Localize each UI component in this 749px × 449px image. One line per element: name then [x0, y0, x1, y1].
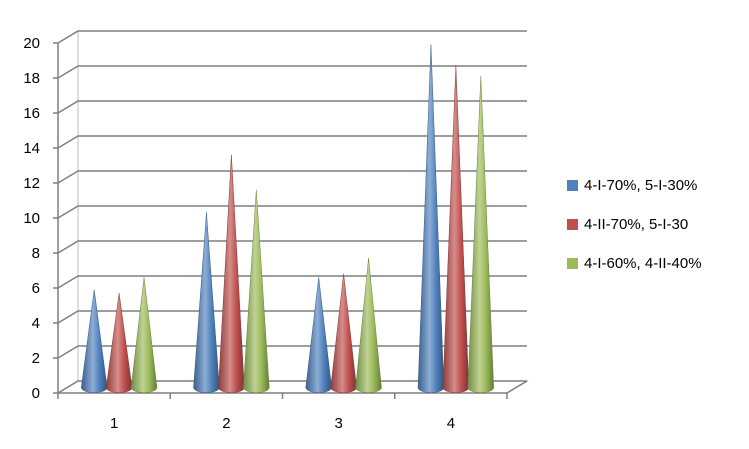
y-tick-label: 8: [32, 245, 40, 262]
cone-bar: [193, 212, 220, 393]
cone-body: [81, 289, 108, 393]
cone-body: [218, 154, 245, 393]
y-tick-label: 0: [32, 385, 40, 402]
cone-body: [417, 44, 445, 393]
gridlines: [57, 30, 527, 394]
legend-swatch: [567, 258, 578, 269]
x-tick-label: 3: [334, 415, 342, 432]
y-tick-label: 20: [23, 35, 40, 52]
gridline: [57, 65, 527, 79]
legend-item: 4-I-70%, 5-I-30%: [567, 177, 697, 194]
gridline: [57, 135, 527, 149]
gridline: [57, 100, 527, 114]
y-tick-label: 2: [32, 350, 40, 367]
cone-bar: [243, 189, 270, 393]
gridline: [57, 275, 527, 289]
cone-body: [330, 273, 357, 393]
legend-label: 4-II-70%, 5-I-30: [584, 216, 688, 233]
y-tick-label: 16: [23, 105, 40, 122]
cone-body: [442, 65, 470, 393]
y-tick-label: 18: [23, 70, 40, 87]
cone-bar: [442, 65, 470, 393]
y-tick-label: 14: [23, 140, 40, 157]
legend-label: 4-I-60%, 4-II-40%: [584, 255, 702, 272]
cone-body: [467, 76, 494, 393]
legend-swatch: [567, 219, 578, 230]
cone-bar: [417, 44, 445, 393]
cone-body: [355, 258, 382, 393]
y-tick-label: 12: [23, 175, 40, 192]
cone-body: [105, 293, 133, 393]
x-axis-depth-line: [506, 380, 528, 394]
cone-bar: [330, 273, 357, 393]
gridline: [57, 170, 527, 184]
cone-bar: [467, 76, 494, 393]
cone-bar: [130, 277, 158, 393]
legend-swatch: [567, 180, 578, 191]
cone-bar: [105, 293, 133, 393]
cone-bar: [81, 289, 108, 393]
cone-body: [130, 277, 158, 393]
cone-bar: [355, 258, 382, 393]
cone-bar: [218, 154, 245, 393]
y-axis-tick-labels: 0 2 4 6 8 10 12 14 16 18 20: [23, 35, 58, 402]
y-tick-label: 4: [32, 315, 40, 332]
cone-body: [305, 277, 332, 393]
x-tick-label: 2: [222, 415, 230, 432]
gridline: [57, 30, 527, 44]
gridline: [57, 205, 527, 219]
y-tick-label: 6: [32, 280, 40, 297]
x-tick-label: 4: [447, 415, 455, 432]
legend: 4-I-70%, 5-I-30% 4-II-70%, 5-I-30 4-I-60%,…: [567, 177, 702, 272]
y-tick-label: 10: [23, 210, 40, 227]
gridline: [57, 240, 527, 254]
cone-body: [243, 189, 270, 393]
x-axis-tick-labels: 1 2 3 4: [57, 393, 508, 432]
legend-item: 4-I-60%, 4-II-40%: [567, 255, 702, 272]
legend-item: 4-II-70%, 5-I-30: [567, 216, 688, 233]
gridline: [57, 310, 527, 324]
data-cones: [81, 44, 494, 393]
cone-bar: [305, 277, 332, 393]
x-tick-label: 1: [110, 415, 118, 432]
cone-body: [193, 212, 220, 393]
legend-label: 4-I-70%, 5-I-30%: [584, 177, 697, 194]
